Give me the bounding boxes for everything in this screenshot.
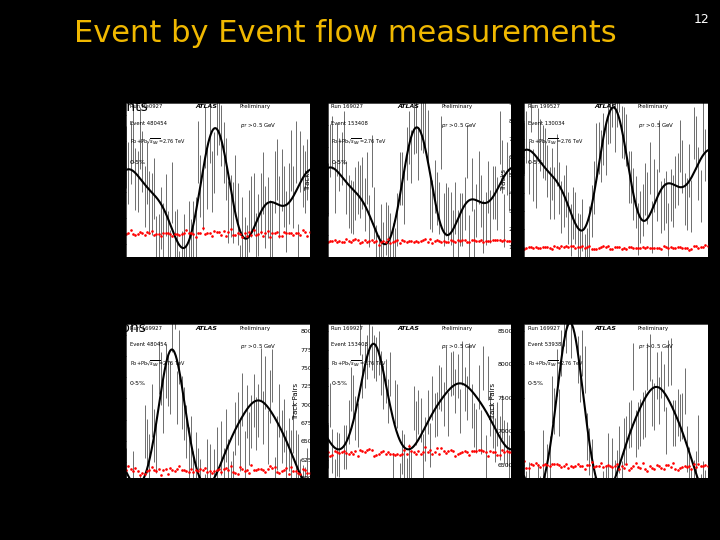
Text: The large acceptance of the ATLAS/ALICE detectors and large multiplicity at: The large acceptance of the ATLAS/ALICE … <box>14 486 597 501</box>
Text: ATLAS: ATLAS <box>397 104 419 109</box>
Text: 0-5%: 0-5% <box>130 159 145 165</box>
Text: Event 153408: Event 153408 <box>331 121 368 126</box>
Y-axis label: Tracks: Tracks <box>501 168 508 191</box>
Text: n: n <box>140 515 148 525</box>
Text: Pb+Pb$\sqrt{s_{NN}}$=2.76 TeV: Pb+Pb$\sqrt{s_{NN}}$=2.76 TeV <box>331 138 387 147</box>
Text: Run 169027: Run 169027 <box>331 104 364 109</box>
Text: Track distribution in
three central events: Track distribution in three central even… <box>7 84 148 114</box>
Text: 0-5%: 0-5% <box>331 381 347 386</box>
Text: ATLAS: ATLAS <box>594 104 616 109</box>
Text: Preliminary: Preliminary <box>638 104 669 109</box>
Y-axis label: Track Pairs: Track Pairs <box>490 382 495 420</box>
X-axis label: $\phi$: $\phi$ <box>214 271 222 284</box>
Text: ATLAS: ATLAS <box>196 326 217 330</box>
Text: Run He0927: Run He0927 <box>130 104 162 109</box>
Text: ATLAS: ATLAS <box>397 326 419 330</box>
Text: Event 480454: Event 480454 <box>130 121 166 126</box>
X-axis label: $\phi$: $\phi$ <box>612 271 620 284</box>
Text: 0-5%: 0-5% <box>528 381 544 386</box>
X-axis label: $\Delta\phi$: $\Delta\phi$ <box>413 492 426 505</box>
Text: Pb+Pb$\sqrt{s_{NN}}$=2.76 TeV: Pb+Pb$\sqrt{s_{NN}}$=2.76 TeV <box>130 138 185 147</box>
Text: $p_T>0.5$ GeV: $p_T>0.5$ GeV <box>441 342 478 352</box>
X-axis label: $\Delta\phi$: $\Delta\phi$ <box>211 492 225 505</box>
Text: $p_T>0.5$ GeV: $p_T>0.5$ GeV <box>240 342 276 352</box>
X-axis label: $\phi$: $\phi$ <box>415 271 423 284</box>
Text: Run 169927: Run 169927 <box>528 326 560 330</box>
Text: Event 153408: Event 153408 <box>331 342 368 347</box>
Text: $p_T>0.5$ GeV: $p_T>0.5$ GeV <box>441 121 478 130</box>
Text: 0-5%: 0-5% <box>528 159 544 165</box>
Text: Preliminary: Preliminary <box>638 326 669 330</box>
Text: 0-5%: 0-5% <box>130 381 145 386</box>
Text: Corresponding two-
particle correlations: Corresponding two- particle correlations <box>7 305 146 335</box>
Text: Run 169927: Run 169927 <box>130 326 162 330</box>
Text: Run 169927: Run 169927 <box>331 326 364 330</box>
Text: $p_T>0.5$ GeV: $p_T>0.5$ GeV <box>638 342 675 352</box>
Text: $p_T>0.5$ GeV: $p_T>0.5$ GeV <box>240 121 276 130</box>
Y-axis label: Track Pairs: Track Pairs <box>91 382 97 420</box>
Text: Event by Event flow measurements: Event by Event flow measurements <box>74 19 617 48</box>
Text: Pb+Pb$\sqrt{s_{NN}}$=2.76 TeV: Pb+Pb$\sqrt{s_{NN}}$=2.76 TeV <box>528 360 583 368</box>
Text: Event 480454: Event 480454 <box>130 342 166 347</box>
Text: Run 199527: Run 199527 <box>528 104 560 109</box>
Text: Preliminary: Preliminary <box>240 326 271 330</box>
Text: Event 130034: Event 130034 <box>528 121 564 126</box>
Text: 12: 12 <box>693 12 709 25</box>
Text: ATLAS: ATLAS <box>196 104 217 109</box>
Text: 0-5%: 0-5% <box>331 159 347 165</box>
Text: Preliminary: Preliminary <box>441 326 472 330</box>
Text: LHC makes EbE v: LHC makes EbE v <box>14 509 148 524</box>
Text: measurements possible for the first time.: measurements possible for the first time… <box>151 509 474 524</box>
Text: Preliminary: Preliminary <box>240 104 271 109</box>
Y-axis label: Tracks: Tracks <box>103 168 109 191</box>
Text: Preliminary: Preliminary <box>441 104 472 109</box>
Text: Pb+Pb$\sqrt{s_{NN}}$=2.76 TeV: Pb+Pb$\sqrt{s_{NN}}$=2.76 TeV <box>528 138 583 147</box>
Y-axis label: Tracks: Tracks <box>305 168 311 191</box>
X-axis label: $\Delta\phi$: $\Delta\phi$ <box>609 492 623 505</box>
Text: Pb+Pb$\sqrt{s_{NN}}$=2.76 TeV: Pb+Pb$\sqrt{s_{NN}}$=2.76 TeV <box>130 360 185 368</box>
Text: ATLAS: ATLAS <box>594 326 616 330</box>
Text: Event 53938: Event 53938 <box>528 342 561 347</box>
Text: Pb+Pb$\sqrt{s_{NN}}$=2.76 TeV: Pb+Pb$\sqrt{s_{NN}}$=2.76 TeV <box>331 360 387 368</box>
Y-axis label: Track Pairs: Track Pairs <box>293 382 299 420</box>
Text: $p_T>0.5$ GeV: $p_T>0.5$ GeV <box>638 121 675 130</box>
